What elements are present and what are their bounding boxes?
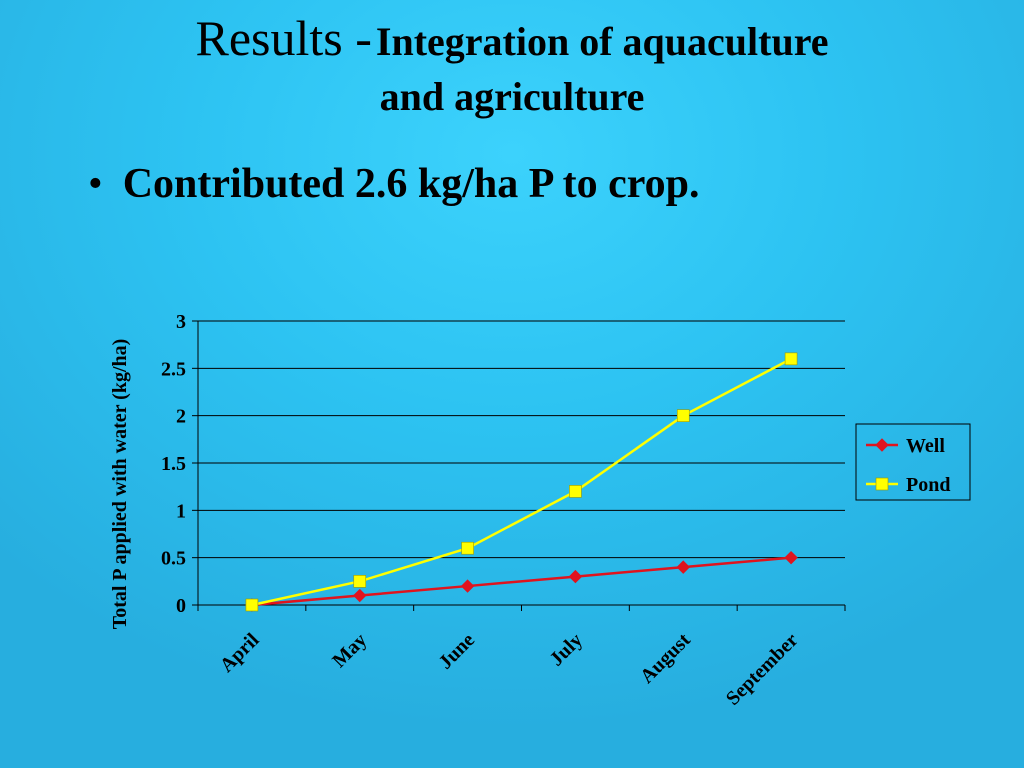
x-tick-label: June bbox=[434, 629, 479, 674]
bullet-text: Contributed 2.6 kg/ha P to crop. bbox=[122, 161, 700, 207]
data-point-well bbox=[460, 579, 475, 593]
data-point-well bbox=[353, 588, 367, 603]
x-tick-label: August bbox=[636, 629, 695, 688]
series bbox=[245, 352, 798, 612]
series-line-well bbox=[251, 556, 792, 607]
slide-title: Results - Integration of aquaculture and… bbox=[0, 10, 1024, 120]
data-point-pond bbox=[461, 541, 474, 555]
bullet-point: • Contributed 2.6 kg/ha P to crop. bbox=[88, 160, 700, 208]
data-point-pond bbox=[353, 575, 367, 588]
title-sub-line1: Integration of aquaculture bbox=[375, 19, 829, 64]
title-main: Results - bbox=[195, 10, 372, 66]
x-tick-label: April bbox=[216, 629, 264, 677]
legend-box bbox=[855, 423, 971, 501]
y-tick-label: 3 bbox=[176, 311, 186, 333]
axes bbox=[192, 320, 846, 611]
x-tick-label: September bbox=[722, 629, 803, 710]
bullet-dot-icon: • bbox=[88, 161, 103, 207]
grid-lines bbox=[198, 320, 845, 559]
y-tick-label: 2 bbox=[176, 406, 186, 428]
data-point-pond bbox=[875, 477, 889, 491]
x-tick-label: July bbox=[545, 629, 586, 670]
y-tick-label: 1 bbox=[176, 500, 186, 522]
title-sub-line2: and agriculture bbox=[379, 73, 645, 119]
data-point-well bbox=[875, 438, 889, 452]
y-axis-label: Total P applied with water (kg/ha) bbox=[109, 339, 131, 630]
y-tick-label: 2.5 bbox=[161, 358, 186, 380]
data-point-pond bbox=[245, 598, 259, 612]
data-point-pond bbox=[569, 485, 582, 498]
y-tick-label: 0 bbox=[176, 595, 186, 617]
y-tick-label: 0.5 bbox=[161, 548, 186, 570]
legend-label-well: Well bbox=[906, 435, 945, 457]
data-point-well bbox=[676, 560, 690, 574]
series-line-pond bbox=[251, 357, 792, 607]
y-tick-label: 1.5 bbox=[161, 453, 186, 475]
legend-label-pond: Pond bbox=[906, 474, 950, 496]
data-point-pond bbox=[784, 352, 798, 366]
x-tick-label: May bbox=[328, 629, 371, 672]
legend[interactable]: Well Pond bbox=[855, 423, 971, 501]
data-point-pond bbox=[676, 409, 690, 422]
data-point-well bbox=[568, 569, 583, 584]
data-point-well bbox=[784, 550, 798, 565]
